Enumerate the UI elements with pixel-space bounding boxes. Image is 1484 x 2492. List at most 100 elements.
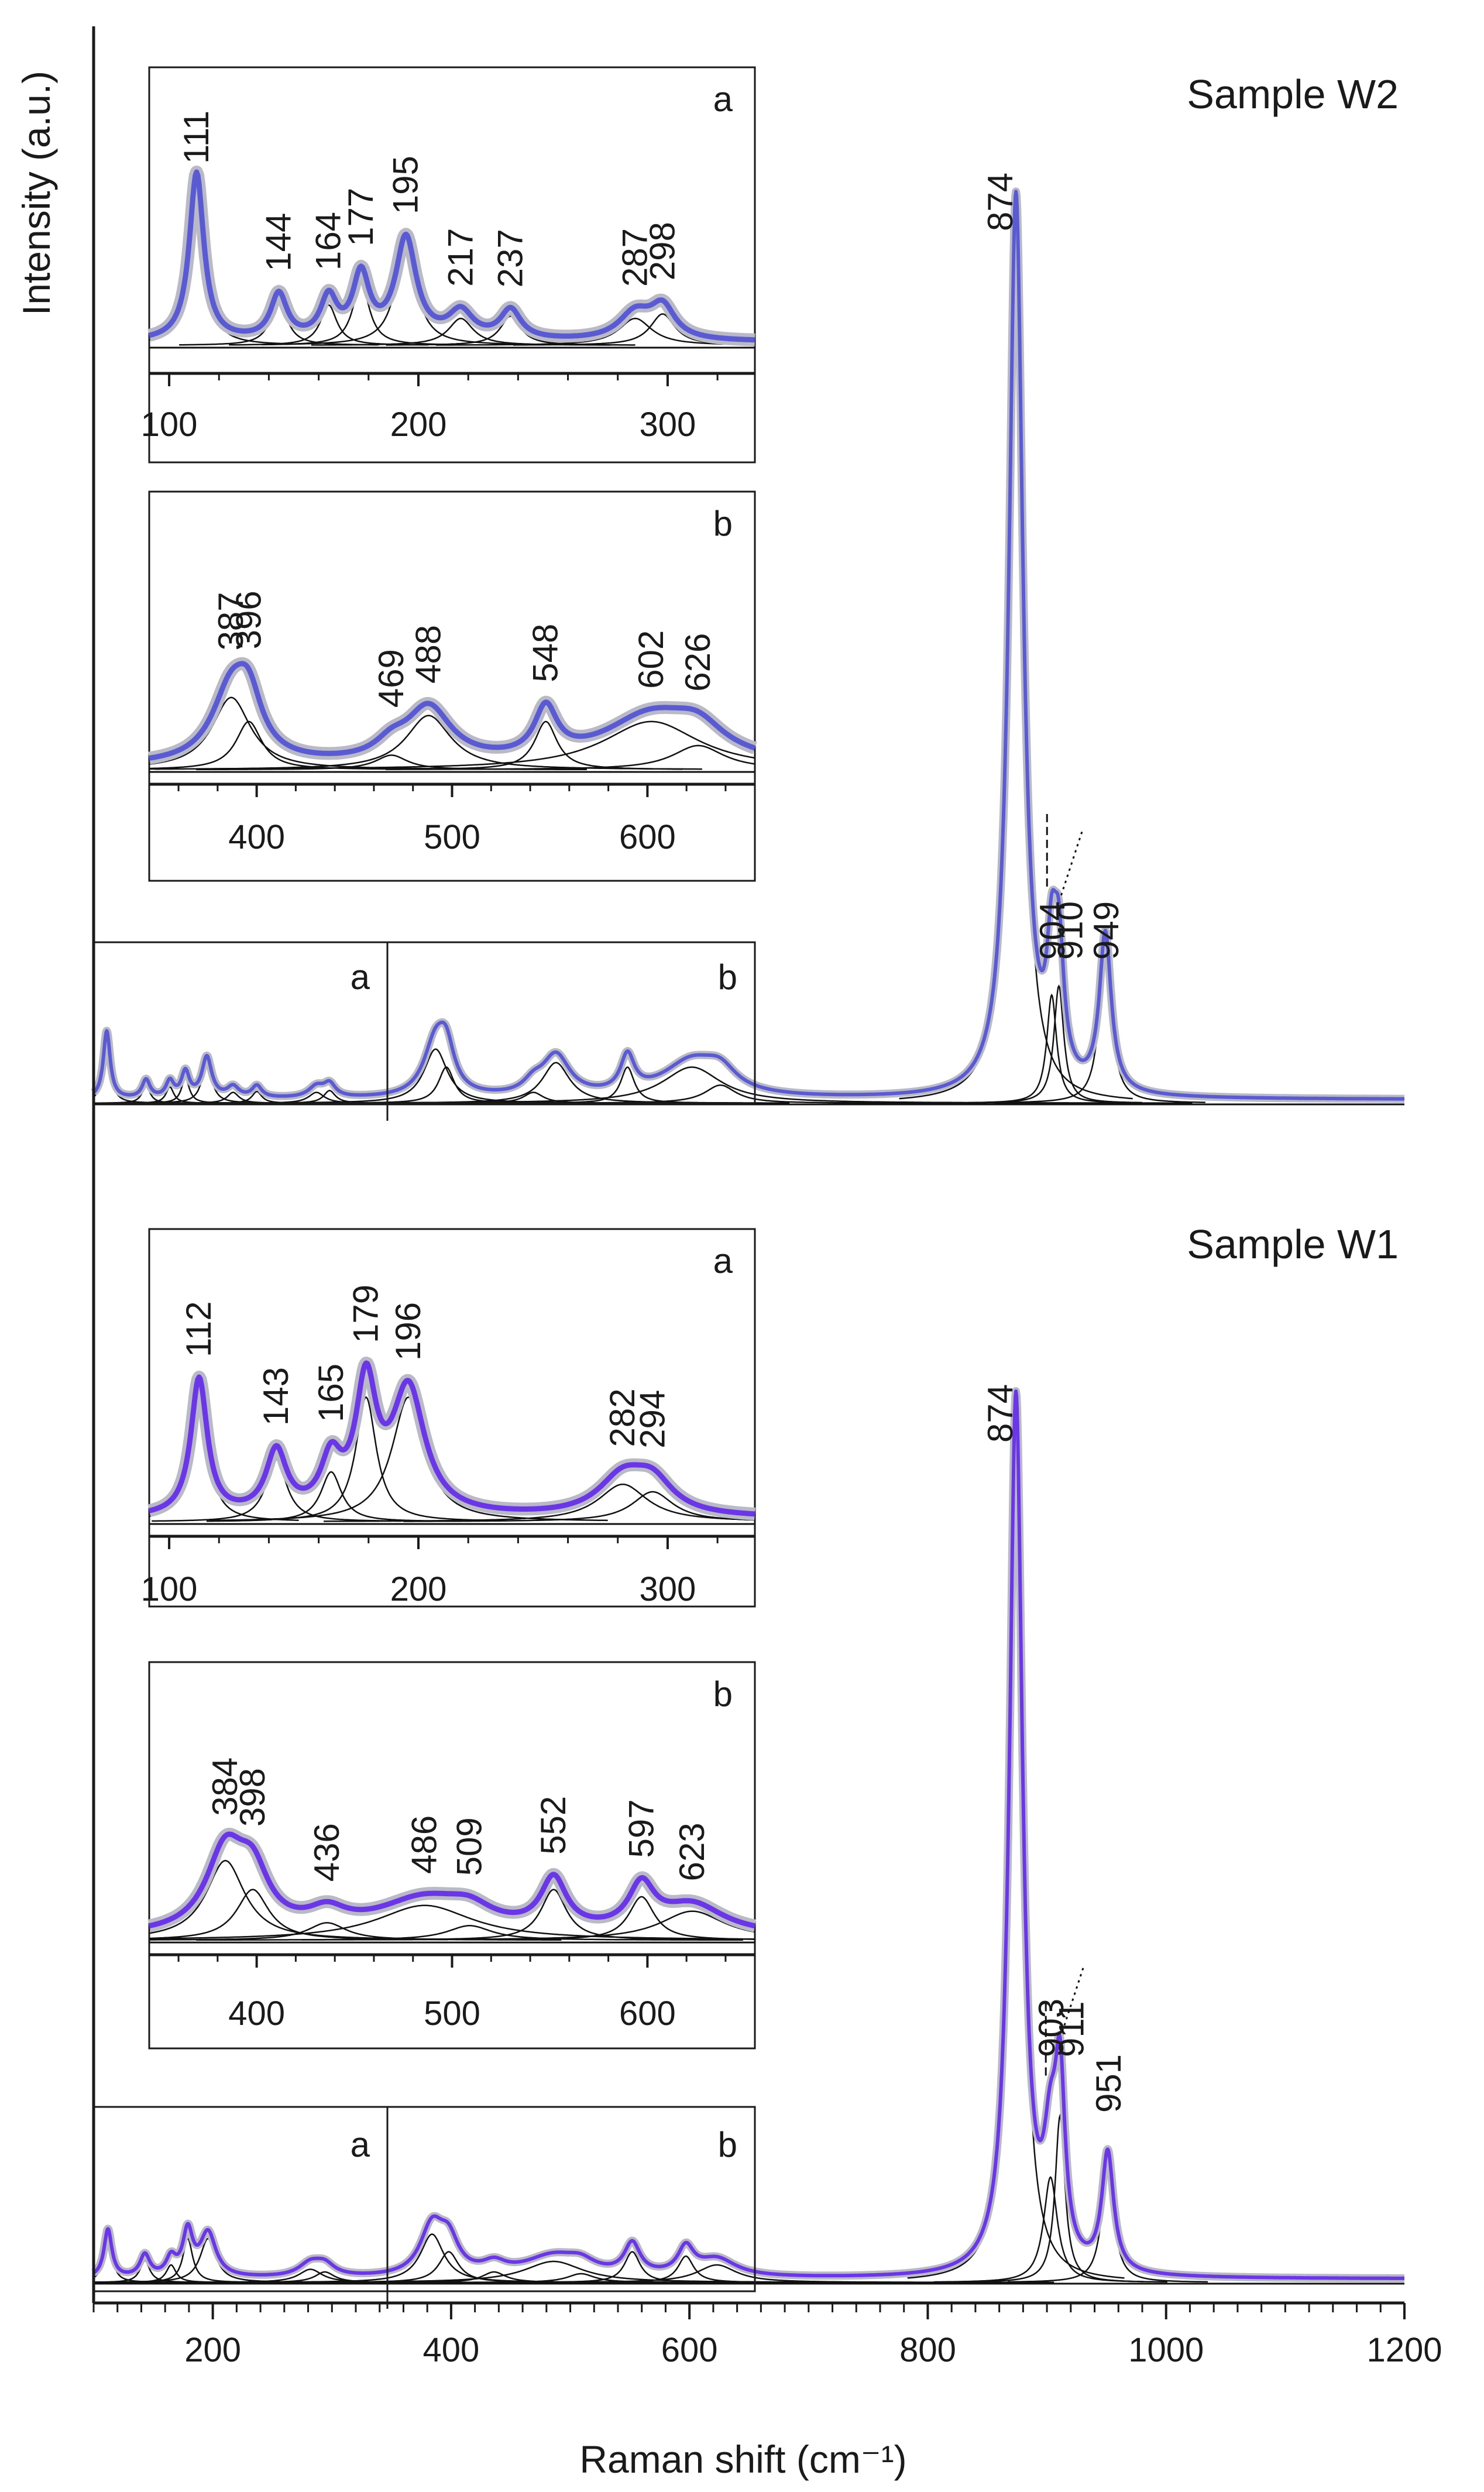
inset-peak-label-486: 486 [405,1815,444,1874]
inset-peak-label-602: 602 [631,630,671,689]
inset-component-509 [196,1925,743,1941]
axes-layer [92,26,1406,2319]
inset-tick-label: 400 [228,1995,285,2033]
inset-letter: b [713,1674,733,1714]
x-tick-label: 800 [899,2331,956,2369]
fitted-component-910 [975,984,1142,1104]
inset-peak-label-287: 287 [616,228,655,287]
inset-tick-label: 300 [640,1570,696,1608]
inset-peak-label-196: 196 [389,1302,428,1361]
inset-peak-label-164: 164 [309,212,348,270]
inset-peak-label-143: 143 [256,1367,296,1426]
sample-label: Sample W2 [1187,71,1399,117]
inset-tick-label: 400 [228,818,285,856]
envelope-line [92,1389,1406,2280]
inset-peak-label-398: 398 [233,1768,272,1827]
inset-tick-label: 600 [619,818,676,856]
fitted-component-488 [322,1062,790,1104]
sample-label: Sample W1 [1187,1221,1399,1267]
x-tick-label: 1200 [1366,2331,1442,2369]
inset-peak-label-112: 112 [179,1301,218,1357]
main-peak-label-904: 904 [1033,901,1072,960]
region-a-letter: a [351,2125,370,2164]
main-peak-label-874: 874 [981,173,1020,231]
inset-tick-label: 100 [141,1570,198,1608]
inset-component-282 [324,1483,755,1522]
inset-component-287 [435,317,755,346]
inset-component-602 [149,720,755,770]
main-peak-label-951: 951 [1089,2054,1128,2113]
region-b-letter: b [718,957,737,997]
inset-envelope-line [147,1831,757,1929]
inset-component-597 [485,1896,755,1941]
y-axis-title: Intensity (a.u.) [15,71,58,315]
inset-tick-label: 200 [390,406,447,444]
x-axis-title: Raman shift (cm⁻¹) [579,2438,906,2481]
inset-peak-label-179: 179 [346,1285,386,1343]
inset-letter: b [713,504,733,543]
inset-letter: a [713,1241,733,1281]
region-a-letter: a [351,957,370,997]
inset-peak-label-469: 469 [372,649,411,708]
inset-peak-label-195: 195 [386,156,425,214]
inset-component-486 [149,1904,755,1940]
inset-component-237 [386,315,635,346]
inset-tick-label: 600 [619,1995,676,2033]
inset-component-623 [301,1910,755,1941]
inset-envelope-line [147,169,757,343]
inset-peak-label-623: 623 [672,1822,712,1881]
inset-component-626 [386,744,755,770]
inset-peak-label-597: 597 [621,1799,661,1858]
inset-peak-label-488: 488 [408,625,448,684]
inset-envelope-line [147,1360,757,1517]
main-peak-label-910: 910 [1050,901,1090,960]
inset-peak-label-509: 509 [450,1817,489,1876]
envelope-halo [90,187,1408,1103]
leader-line [1060,830,1083,896]
inset-component-196 [209,1396,608,1522]
inset-peak-label-384: 384 [205,1758,245,1816]
inset-peak-label-294: 294 [633,1390,672,1448]
x-tick-label: 1000 [1128,2331,1204,2369]
inset-tick-label: 500 [424,818,480,856]
inset-peak-label-237: 237 [491,229,530,287]
inset-peak-label-144: 144 [259,213,298,272]
inset-tick-label: 500 [424,1995,480,2033]
inset-peak-label-298: 298 [643,222,682,280]
inset-peak-label-217: 217 [441,228,480,287]
inset-peak-label-177: 177 [341,188,380,246]
main-peak-label-903: 903 [1032,1999,1071,2057]
inset-frame [148,1661,756,2050]
inset-peak-label-626: 626 [678,633,717,692]
x-tick-label: 400 [423,2331,480,2369]
inset-frame [148,1228,756,1608]
fitted-component-911 [976,2113,1144,2282]
inset-frame [148,66,756,464]
inset-letter: a [713,80,733,119]
inset-peak-label-165: 165 [311,1364,351,1422]
inset-tick-label: 300 [640,406,696,444]
inset-component-396 [149,720,406,770]
inset-peak-label-396: 396 [229,591,268,649]
inset-peak-label-282: 282 [603,1388,642,1447]
inset-peak-label-111: 111 [177,111,216,164]
x-tick-label: 600 [661,2331,718,2369]
x-tick-label: 200 [184,2331,241,2369]
inset-peak-label-552: 552 [534,1796,573,1855]
main-peak-label-874: 874 [981,1384,1020,1443]
inset-component-294 [403,1491,755,1522]
inset-frame [148,490,756,882]
inset-tick-label: 200 [390,1570,447,1608]
main-peak-label-911: 911 [1052,2001,1091,2057]
main-peak-label-949: 949 [1087,901,1126,960]
inset-peak-label-436: 436 [307,1823,346,1882]
inset-envelope-line [147,661,757,761]
envelope-line [92,190,1406,1101]
